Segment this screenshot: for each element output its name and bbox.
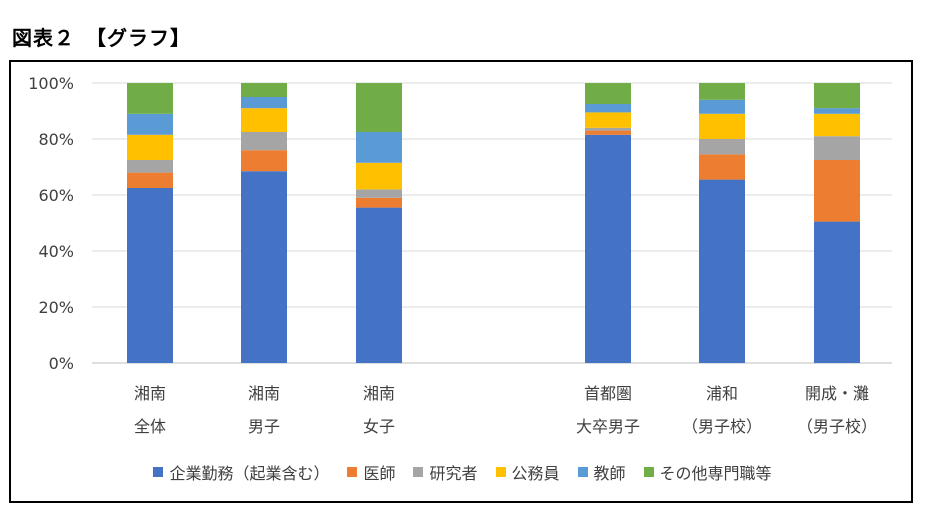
x-category-label: 全体 <box>134 417 166 436</box>
x-category-label: 開成・灘 <box>805 384 869 403</box>
legend-label: 公務員 <box>511 464 560 483</box>
bar-segment <box>127 160 173 173</box>
legend-label: 医師 <box>363 464 396 483</box>
bar-segment <box>356 189 402 198</box>
bar-segment <box>127 172 173 188</box>
bar-segment <box>585 83 631 104</box>
bar-segment <box>699 99 745 114</box>
bar-segment <box>127 188 173 363</box>
bar-segment <box>241 83 287 97</box>
chart-frame <box>9 60 913 503</box>
bar-segment <box>356 197 402 208</box>
figure-title: 図表２ 【グラフ】 <box>12 26 191 50</box>
bar-segment <box>241 97 287 109</box>
bar-segment <box>814 83 860 109</box>
legend-swatch <box>577 467 588 477</box>
bar-segment <box>585 112 631 128</box>
bar-segment <box>356 83 402 132</box>
bar-segment <box>241 171 287 363</box>
legend-item: 研究者 <box>413 460 478 484</box>
y-tick-label: 0% <box>49 354 74 373</box>
bar-segment <box>585 134 631 363</box>
chart-legend: 企業勤務（起業含む） 医師 研究者 公務員 教師 その他専門職等 <box>0 460 925 484</box>
x-category-label: 湘南 <box>363 384 395 403</box>
bar-segment <box>699 154 745 180</box>
legend-label: その他専門職等 <box>659 464 772 483</box>
bar-segment <box>699 83 745 100</box>
legend-label: 研究者 <box>429 464 478 483</box>
bar-segment <box>585 104 631 113</box>
bar-segment <box>356 132 402 163</box>
legend-swatch <box>643 467 654 477</box>
bar-segment <box>241 132 287 151</box>
bar-segment <box>241 150 287 172</box>
x-category-label: 湘南 <box>134 384 166 403</box>
legend-item: 教師 <box>577 460 626 484</box>
x-category-label: 首都圏 <box>584 384 632 403</box>
x-category-label: 大卒男子 <box>576 417 640 436</box>
bar-segment <box>127 134 173 160</box>
bar-segment <box>814 221 860 363</box>
legend-label: 教師 <box>593 464 626 483</box>
y-tick-label: 80% <box>38 130 74 149</box>
bar-segment <box>356 207 402 363</box>
x-category-label: 湘南 <box>248 384 280 403</box>
legend-swatch <box>153 467 164 477</box>
legend-item: 企業勤務（起業含む） <box>153 460 329 484</box>
x-category-label: （男子校） <box>797 417 877 436</box>
legend-item: 公務員 <box>495 460 560 484</box>
legend-item: 医師 <box>347 460 395 484</box>
x-category-label: 浦和 <box>706 384 738 403</box>
bar-segment <box>699 139 745 155</box>
bar-segment <box>814 113 860 137</box>
bar-segment <box>585 127 631 131</box>
x-category-label: 女子 <box>363 417 395 436</box>
legend-swatch <box>347 467 358 477</box>
y-tick-label: 20% <box>38 298 74 317</box>
bar-segment <box>814 108 860 114</box>
bar-segment <box>127 113 173 135</box>
legend-swatch <box>495 467 506 477</box>
x-category-label: （男子校） <box>682 417 762 436</box>
bar-segment <box>585 130 631 135</box>
y-tick-label: 40% <box>38 242 74 261</box>
y-tick-label: 100% <box>28 74 74 93</box>
bar-segment <box>356 162 402 190</box>
bar-segment <box>127 83 173 114</box>
legend-swatch <box>413 467 424 477</box>
bar-segment <box>814 136 860 160</box>
bar-segment <box>241 108 287 132</box>
bar-segment <box>699 113 745 139</box>
y-tick-label: 60% <box>38 186 74 205</box>
legend-item: その他専門職等 <box>643 460 772 484</box>
bar-segment <box>699 179 745 363</box>
bar-segment <box>814 160 860 222</box>
legend-label: 企業勤務（起業含む） <box>169 464 330 483</box>
x-category-label: 男子 <box>248 417 280 436</box>
